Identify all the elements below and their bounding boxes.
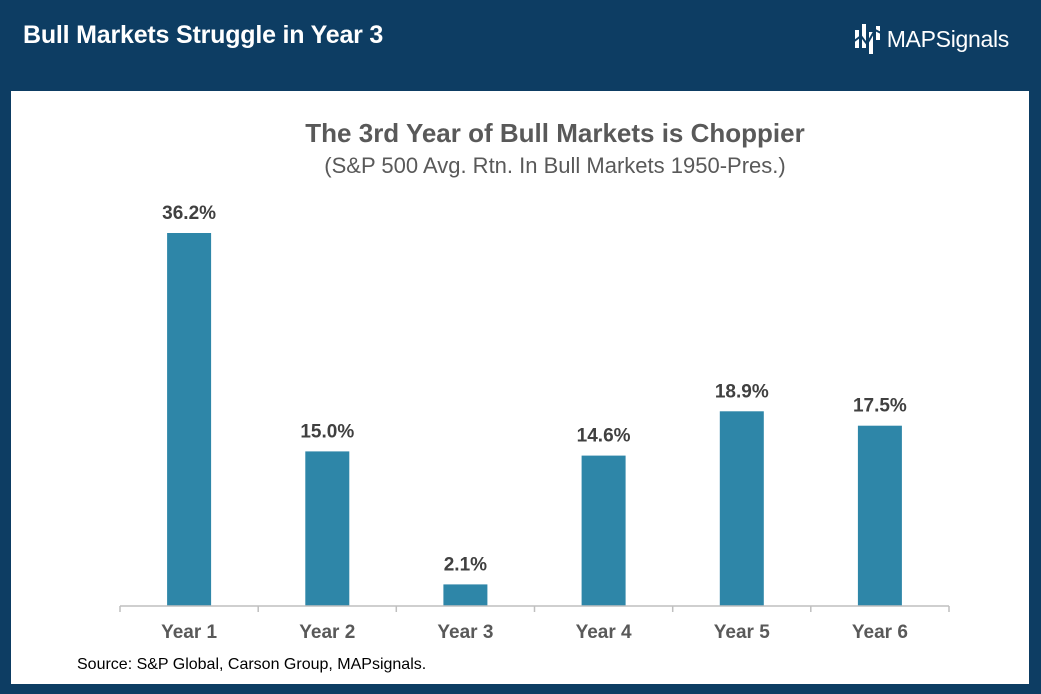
header-bar: Bull Markets Struggle in Year 3 MAPSigna… bbox=[0, 0, 1041, 76]
x-tick-label-year-1: Year 1 bbox=[161, 622, 217, 643]
data-label-year-6: 17.5% bbox=[853, 396, 907, 417]
chart-title: The 3rd Year of Bull Markets is Choppier bbox=[305, 118, 804, 148]
x-tick-label-year-2: Year 2 bbox=[299, 622, 355, 643]
data-label-year-1: 36.2% bbox=[162, 203, 216, 224]
x-tick-label-year-5: Year 5 bbox=[714, 622, 770, 643]
bar-year-3 bbox=[443, 584, 488, 606]
data-label-year-5: 18.9% bbox=[715, 381, 769, 402]
bar-year-6 bbox=[857, 425, 902, 606]
data-label-year-4: 14.6% bbox=[577, 426, 631, 447]
x-tick-label-year-6: Year 6 bbox=[852, 622, 908, 643]
page-title: Bull Markets Struggle in Year 3 bbox=[23, 21, 384, 49]
logo-text: MAPSignals bbox=[886, 25, 1010, 53]
x-axis-ticks: Year 1 Year 2 Year 3 Year 4 Year 5 Year 6 bbox=[119, 606, 950, 643]
mapsignals-logo-icon bbox=[852, 24, 883, 54]
chart-subtitle: (S&P 500 Avg. Rtn. In Bull Markets 1950-… bbox=[324, 153, 785, 178]
mapsignals-logo: MAPSignals bbox=[852, 20, 1010, 58]
x-tick-label-year-4: Year 4 bbox=[576, 622, 632, 643]
data-label-year-3: 2.1% bbox=[444, 554, 487, 575]
logo-text-light: Signals bbox=[935, 25, 1010, 52]
logo-text-bold: MAP bbox=[886, 25, 936, 52]
bars-group: 36.2% 15.0% 2.1% 14.6% 18.9% 17.5% bbox=[162, 203, 907, 606]
bar-year-1 bbox=[167, 233, 212, 606]
bar-chart: The 3rd Year of Bull Markets is Choppier… bbox=[119, 118, 950, 643]
source-note: Source: S&P Global, Carson Group, MAPsig… bbox=[77, 656, 427, 673]
chart-panel: The 3rd Year of Bull Markets is Choppier… bbox=[11, 91, 1029, 684]
bar-year-2 bbox=[305, 451, 350, 606]
bar-year-4 bbox=[581, 455, 626, 606]
data-label-year-2: 15.0% bbox=[300, 421, 354, 442]
bar-year-5 bbox=[719, 411, 764, 606]
x-tick-label-year-3: Year 3 bbox=[437, 622, 493, 643]
